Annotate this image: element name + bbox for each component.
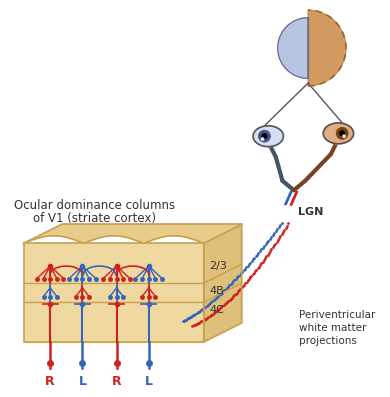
Text: of V1 (striate cortex): of V1 (striate cortex) <box>33 212 156 225</box>
Ellipse shape <box>253 126 284 146</box>
Polygon shape <box>279 208 294 216</box>
Polygon shape <box>308 10 346 86</box>
Text: R: R <box>45 375 55 388</box>
Ellipse shape <box>262 134 267 139</box>
Ellipse shape <box>343 135 345 137</box>
Text: 2/3: 2/3 <box>209 261 227 271</box>
Ellipse shape <box>279 214 294 218</box>
Ellipse shape <box>323 123 354 144</box>
Polygon shape <box>204 224 242 342</box>
Text: 4C: 4C <box>209 305 224 315</box>
Ellipse shape <box>259 131 270 142</box>
Ellipse shape <box>253 126 284 146</box>
Text: L: L <box>145 375 153 388</box>
Text: L: L <box>78 375 87 388</box>
Polygon shape <box>24 243 204 342</box>
Ellipse shape <box>323 123 354 144</box>
Text: R: R <box>112 375 121 388</box>
Ellipse shape <box>337 128 348 139</box>
Text: Ocular dominance columns: Ocular dominance columns <box>14 199 175 212</box>
Text: Periventricular
white matter
projections: Periventricular white matter projections <box>299 310 375 346</box>
Ellipse shape <box>261 138 264 140</box>
Polygon shape <box>24 224 242 243</box>
Text: 4B: 4B <box>209 286 224 296</box>
Ellipse shape <box>279 206 294 211</box>
Text: LGN: LGN <box>298 207 323 217</box>
Polygon shape <box>278 18 308 78</box>
Ellipse shape <box>340 131 344 136</box>
